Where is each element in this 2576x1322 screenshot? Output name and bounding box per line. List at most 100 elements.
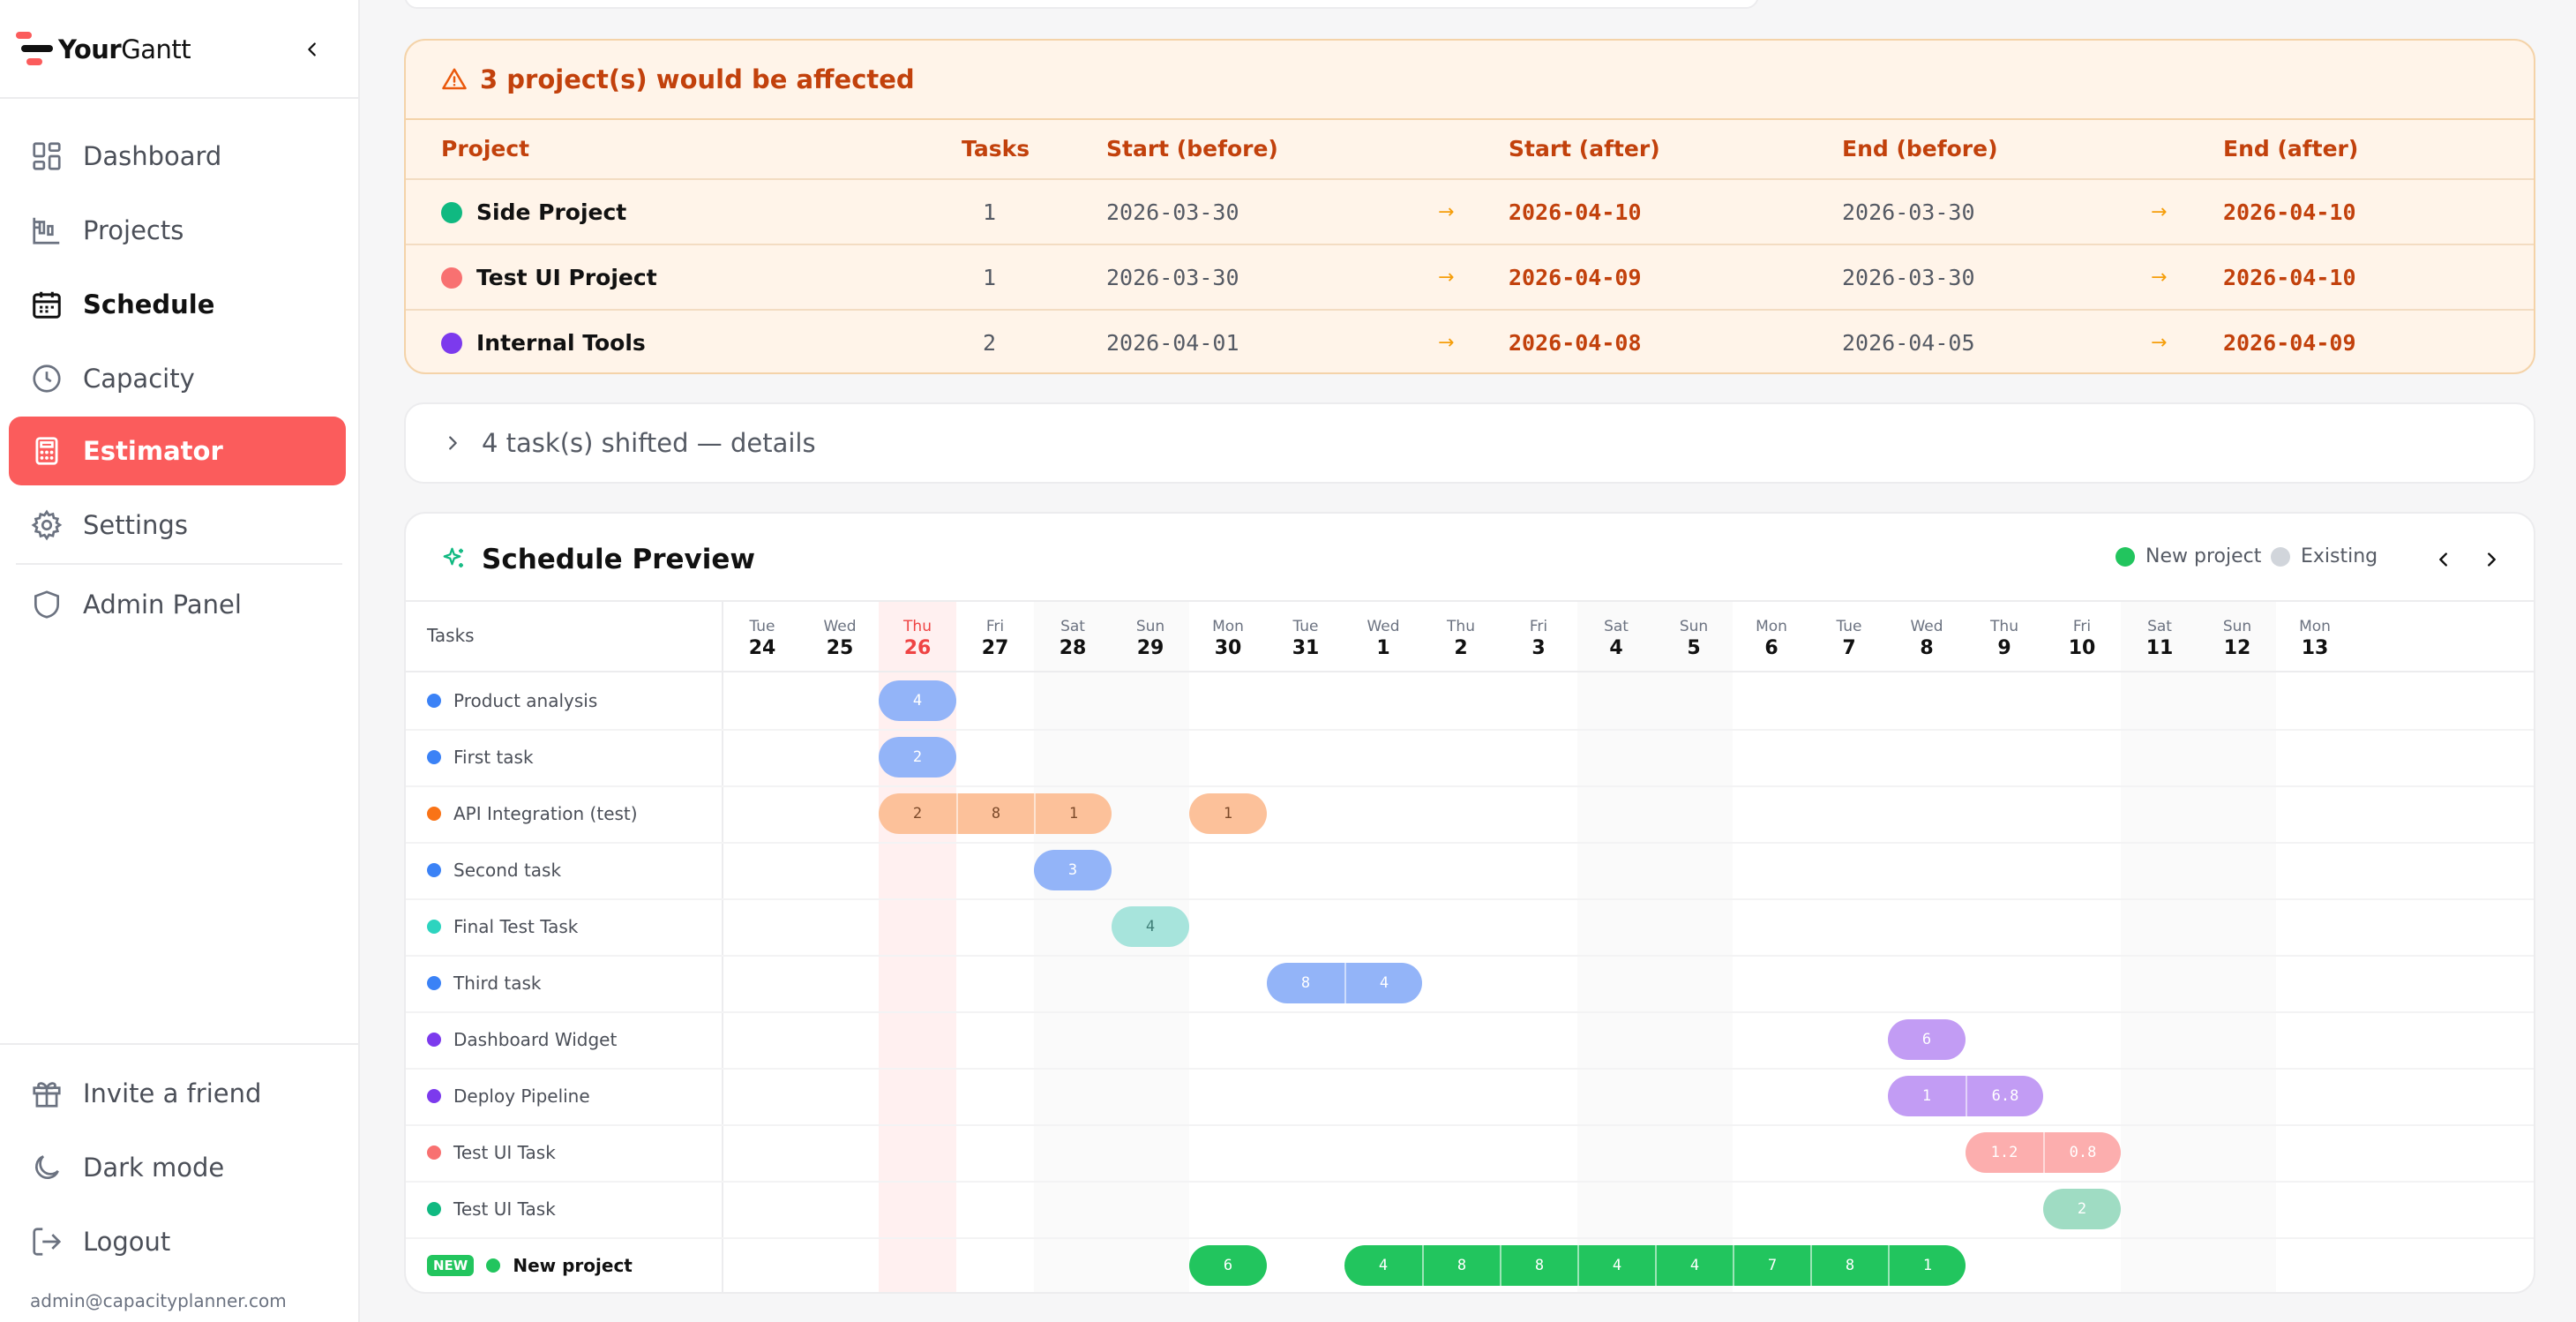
end-after-date: 2026-04-10 [2223, 265, 2356, 290]
end-before-date: 2026-03-30 [1842, 265, 1975, 290]
day-column: Wed 8 [1888, 602, 1966, 1292]
affected-row: Side Project 1 2026-03-30 2026-04-10 2026-03… [406, 178, 2534, 244]
gantt-bar[interactable]: 6 [1189, 1245, 1267, 1286]
task-row-label: Product analysis [427, 672, 597, 729]
collapse-sidebar-button[interactable] [298, 35, 326, 64]
bar-segment-hours: 6 [1223, 1257, 1233, 1274]
legend-new-swatch [2115, 546, 2135, 567]
sidebar-item-label: Admin Panel [83, 590, 242, 620]
task-color-dot [427, 807, 441, 821]
project-name: Side Project [441, 180, 626, 245]
gift-icon [33, 1082, 61, 1108]
start-after-date: 2026-04-10 [1509, 199, 1642, 225]
sidebar-item-settings[interactable]: Settings [9, 491, 346, 560]
dark-mode-toggle[interactable]: Dark mode [9, 1133, 346, 1202]
gantt-bar[interactable]: 3 [1034, 850, 1112, 890]
project-color-dot [441, 202, 462, 223]
bar-segment-hours: 2 [912, 805, 923, 822]
sidebar-item-label: Settings [83, 510, 188, 540]
day-header: Mon 13 [2276, 602, 2354, 672]
gantt-bar[interactable]: 6 [1888, 1019, 1966, 1060]
task-color-dot [427, 1089, 441, 1103]
affected-row: Internal Tools 2 2026-04-01 2026-04-08 2026-… [406, 309, 2534, 372]
gantt-bar[interactable]: 1.2 0.8 [1966, 1132, 2121, 1173]
sidebar-item-estimator[interactable]: Estimator [9, 417, 346, 485]
end-before-date: 2026-04-05 [1842, 330, 1975, 356]
bar-segment-hours: 4 [1145, 918, 1156, 935]
dashboard-icon [33, 142, 61, 170]
day-header: Sat 28 [1034, 602, 1112, 672]
next-period-button[interactable] [2475, 544, 2507, 575]
start-before-date: 2026-03-30 [1106, 199, 1239, 225]
chevron-right-icon [449, 436, 457, 450]
clock-icon [33, 364, 61, 393]
day-column: Sun 5 [1655, 602, 1733, 1292]
day-header: Thu 2 [1422, 602, 1500, 672]
day-column: Thu 9 [1966, 602, 2043, 1292]
sparkle-icon [443, 547, 463, 567]
chevron-left-icon [2439, 552, 2447, 567]
bar-segment-hours: 1 [1223, 805, 1233, 822]
previous-period-button[interactable] [2428, 544, 2460, 575]
warning-icon [442, 68, 467, 90]
task-count: 1 [983, 199, 997, 225]
end-after-date: 2026-04-10 [2223, 199, 2356, 225]
day-header: Wed 1 [1344, 602, 1422, 672]
day-header: Sun 12 [2198, 602, 2276, 672]
invite-friend-button[interactable]: Invite a friend [9, 1059, 346, 1128]
day-column: Tue 31 [1267, 602, 1344, 1292]
bar-segment-hours: 2 [2077, 1200, 2087, 1218]
task-row-label: Second task [427, 842, 561, 898]
col-start-before: Start (before) [1106, 136, 1278, 161]
brand-prefix: Your [58, 34, 122, 64]
day-column: Sat 11 [2121, 602, 2198, 1292]
day-column: Wed 1 [1344, 602, 1422, 1292]
gantt-bar[interactable]: 4 [879, 680, 956, 721]
sidebar-item-projects[interactable]: Projects [9, 196, 346, 265]
end-before-date: 2026-03-30 [1842, 199, 1975, 225]
start-after-date: 2026-04-08 [1509, 330, 1642, 356]
logout-button[interactable]: Logout [9, 1207, 346, 1276]
bar-segment-hours: 1 [1921, 1087, 1932, 1105]
end-after-date: 2026-04-09 [2223, 330, 2356, 356]
bar-segment-hours: 4 [1577, 1245, 1655, 1286]
sidebar: YourGantt Dashboard Projects Schedule Ca… [0, 0, 360, 1322]
bar-segment-hours: 6 [1921, 1031, 1932, 1048]
day-header: Thu 26 [879, 602, 956, 672]
day-column: Thu 2 [1422, 602, 1500, 1292]
calculator-icon [35, 437, 58, 465]
day-header: Fri 3 [1500, 602, 1577, 672]
day-header: Wed 8 [1888, 602, 1966, 672]
legend-new: New project [2115, 545, 2261, 567]
sidebar-item-admin-panel[interactable]: Admin Panel [9, 570, 346, 639]
project-name: Test UI Project [441, 245, 657, 311]
sidebar-item-label: Dark mode [83, 1153, 225, 1183]
arrow-right-icon: → [1438, 267, 1455, 289]
bar-segment-hours: 1 [1034, 793, 1112, 834]
sidebar-item-schedule[interactable]: Schedule [9, 270, 346, 339]
gantt-bar[interactable]: 2 [2043, 1189, 2121, 1229]
gantt-bar[interactable]: 4 [1112, 906, 1189, 947]
gantt-bar[interactable]: 2 [879, 737, 956, 777]
task-row-label: Dashboard Widget [427, 1011, 617, 1068]
shifted-tasks-toggle[interactable]: 4 task(s) shifted — details [404, 402, 2535, 484]
day-header: Sat 11 [2121, 602, 2198, 672]
day-column: Sat 4 [1577, 602, 1655, 1292]
sidebar-item-capacity[interactable]: Capacity [9, 344, 346, 413]
sidebar-item-label: Logout [83, 1227, 171, 1257]
sidebar-item-dashboard[interactable]: Dashboard [9, 122, 346, 191]
day-header: Thu 9 [1966, 602, 2043, 672]
col-end-after: End (after) [2223, 136, 2359, 161]
bar-segment-hours: 7 [1733, 1245, 1810, 1286]
day-column: Sat 28 [1034, 602, 1112, 1292]
sidebar-item-label: Invite a friend [83, 1078, 262, 1108]
task-color-dot [427, 863, 441, 877]
bar-segment-hours: 1.2 [1990, 1144, 2018, 1161]
gantt-bar[interactable]: 1 [1189, 793, 1267, 834]
bar-segment-hours: 8 [1500, 1245, 1577, 1286]
brand-logo[interactable]: YourGantt [16, 32, 191, 67]
gantt-bar[interactable]: 1 6.8 [1888, 1076, 2043, 1116]
